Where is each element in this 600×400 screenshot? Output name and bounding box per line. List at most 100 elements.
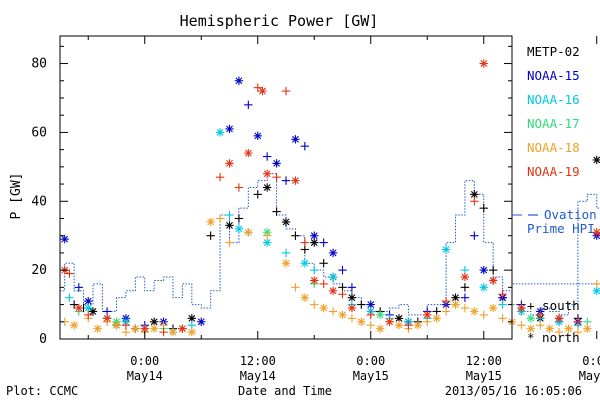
- series-noaa-19: [60, 59, 600, 337]
- south-marker: [291, 231, 300, 240]
- north-marker: [310, 276, 319, 285]
- south-marker: [65, 269, 74, 278]
- south-marker: [69, 300, 79, 309]
- legend-item-noaa-19: NOAA-19: [527, 164, 580, 179]
- y-tick-label: 60: [31, 125, 47, 140]
- south-marker: [244, 100, 253, 110]
- y-axis-label: P [GW]: [9, 173, 24, 220]
- south-marker: [272, 172, 281, 182]
- north-marker: [244, 228, 253, 237]
- north-marker: [328, 248, 338, 258]
- y-tick-label: 80: [31, 57, 47, 72]
- south-marker: [536, 321, 545, 330]
- south-marker: [338, 290, 347, 299]
- series-metp-02: [69, 155, 600, 333]
- north-marker: [554, 314, 564, 323]
- north-marker: [300, 293, 310, 302]
- south-marker: [272, 207, 281, 216]
- north-marker: [526, 314, 536, 323]
- south-marker: [253, 83, 262, 92]
- north-marker: [394, 321, 404, 330]
- north-marker: [168, 327, 178, 337]
- x-tick-date-label: May16: [579, 369, 600, 383]
- x-tick-time-label: 0:00: [356, 354, 385, 368]
- x-tick-date-label: May15: [353, 369, 389, 383]
- south-marker: [319, 238, 328, 247]
- legend-symbol-north: * north: [527, 330, 580, 345]
- south-marker: [347, 283, 357, 292]
- south-marker: [460, 283, 470, 292]
- north-marker: [375, 310, 385, 320]
- south-marker: [310, 300, 319, 309]
- south-marker: [498, 314, 507, 323]
- south-marker: [441, 296, 451, 306]
- ovation-layer: [60, 173, 600, 316]
- series-noaa-18: [60, 214, 600, 337]
- legend: METP-02 NOAA-15 NOAA-16 NOAA-17 NOAA-18 NOAA-…: [512, 44, 597, 345]
- north-marker: [272, 159, 281, 168]
- north-marker: [545, 324, 554, 333]
- south-marker: [65, 293, 74, 302]
- north-marker: [470, 307, 479, 316]
- south-marker: [517, 321, 526, 330]
- north-marker: [131, 324, 140, 333]
- south-marker: [498, 290, 507, 299]
- north-marker: [187, 327, 197, 337]
- south-marker: [366, 321, 375, 330]
- north-marker: [84, 303, 93, 313]
- north-marker: [206, 217, 215, 227]
- north-marker: [479, 59, 488, 68]
- legend-item-noaa-18: NOAA-18: [527, 140, 580, 155]
- series-noaa-15: [60, 76, 600, 333]
- plot-timestamp: 2013/05/16 16:05:06: [445, 384, 582, 398]
- north-marker: [517, 303, 526, 313]
- north-marker: [583, 324, 592, 333]
- south-marker: [470, 231, 479, 240]
- south-marker: [498, 300, 507, 309]
- x-tick-time-label: 0:00: [130, 354, 159, 368]
- north-marker: [423, 310, 432, 320]
- south-marker: [215, 214, 225, 223]
- x-tick-date-label: May14: [127, 369, 163, 383]
- north-marker: [564, 324, 573, 333]
- north-marker: [178, 324, 187, 333]
- south-marker: [460, 303, 470, 313]
- north-marker: [310, 238, 319, 247]
- south-marker: [310, 265, 319, 275]
- south-marker: [300, 238, 310, 247]
- north-marker: [441, 245, 451, 254]
- south-marker: [300, 141, 310, 151]
- legend-symbol-south: + south: [527, 298, 580, 313]
- north-marker: [69, 321, 79, 330]
- south-marker: [281, 86, 291, 96]
- south-marker: [225, 238, 234, 247]
- north-marker: [93, 324, 102, 333]
- legend-ovation-label: Prime HPI: [527, 221, 595, 236]
- south-marker: [479, 310, 488, 320]
- north-marker: [225, 221, 234, 230]
- legend-item-metp-02: METP-02: [527, 44, 580, 59]
- legend-item-noaa-16: NOAA-16: [527, 92, 580, 107]
- north-marker: [460, 272, 470, 282]
- y-tick-label: 0: [39, 332, 47, 347]
- south-marker: [366, 310, 375, 320]
- south-marker: [281, 176, 291, 185]
- north-marker: [357, 317, 366, 326]
- north-marker: [225, 159, 234, 168]
- y-tick-label: 20: [31, 263, 47, 278]
- north-marker: [488, 303, 498, 313]
- north-marker: [328, 286, 338, 295]
- north-marker: [526, 324, 536, 333]
- south-marker: [554, 327, 564, 337]
- ovation-hpi-line: [60, 173, 600, 316]
- south-marker: [328, 307, 338, 316]
- south-marker: [479, 203, 488, 213]
- north-marker: [347, 303, 357, 313]
- north-marker: [451, 293, 460, 302]
- north-marker: [413, 321, 423, 330]
- south-marker: [441, 307, 451, 316]
- north-marker: [262, 183, 272, 192]
- south-marker: [262, 231, 272, 240]
- legend-item-noaa-15: NOAA-15: [527, 68, 580, 83]
